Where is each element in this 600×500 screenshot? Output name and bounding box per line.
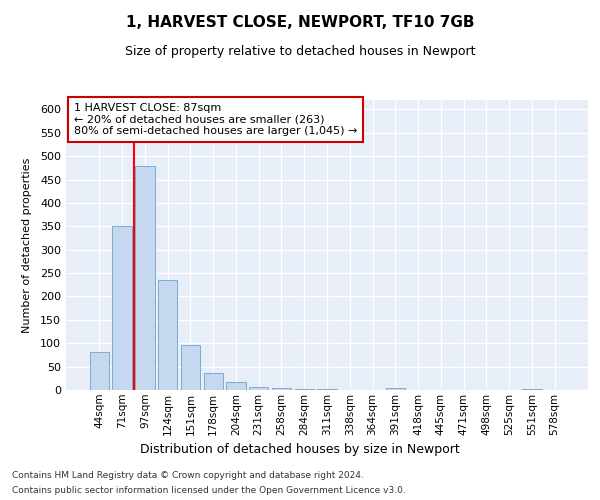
Bar bbox=[158, 280, 178, 390]
Text: Distribution of detached houses by size in Newport: Distribution of detached houses by size … bbox=[140, 442, 460, 456]
Bar bbox=[135, 166, 155, 390]
Bar bbox=[112, 226, 132, 390]
Bar bbox=[249, 386, 268, 390]
Bar bbox=[272, 388, 291, 390]
Text: Size of property relative to detached houses in Newport: Size of property relative to detached ho… bbox=[125, 45, 475, 58]
Text: Contains public sector information licensed under the Open Government Licence v3: Contains public sector information licen… bbox=[12, 486, 406, 495]
Bar bbox=[181, 344, 200, 390]
Bar bbox=[226, 382, 245, 390]
Text: 1 HARVEST CLOSE: 87sqm
← 20% of detached houses are smaller (263)
80% of semi-de: 1 HARVEST CLOSE: 87sqm ← 20% of detached… bbox=[74, 103, 357, 136]
Bar bbox=[203, 372, 223, 390]
Bar bbox=[522, 388, 542, 390]
Bar bbox=[295, 388, 314, 390]
Text: Contains HM Land Registry data © Crown copyright and database right 2024.: Contains HM Land Registry data © Crown c… bbox=[12, 471, 364, 480]
Bar bbox=[90, 352, 109, 390]
Y-axis label: Number of detached properties: Number of detached properties bbox=[22, 158, 32, 332]
Text: 1, HARVEST CLOSE, NEWPORT, TF10 7GB: 1, HARVEST CLOSE, NEWPORT, TF10 7GB bbox=[126, 15, 474, 30]
Bar bbox=[317, 389, 337, 390]
Bar bbox=[386, 388, 405, 390]
